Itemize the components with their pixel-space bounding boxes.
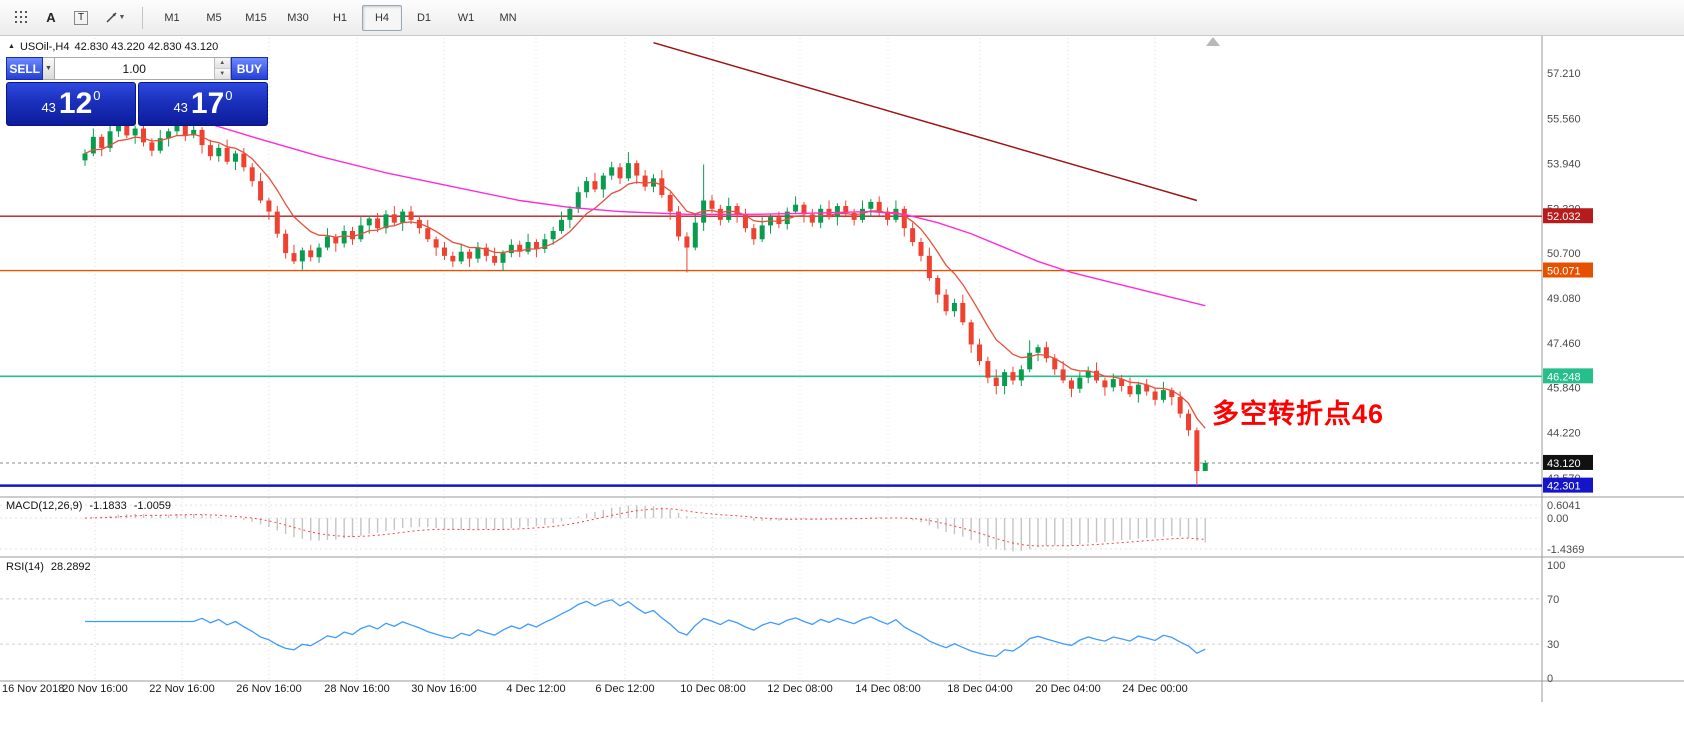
tf-button-d1[interactable]: D1 [416,11,432,24]
volume-up-button[interactable]: ▲ [214,58,230,68]
tf-button-m30[interactable]: M30 [287,11,309,24]
grid-layer [94,38,1156,681]
ohlc-values: 42.830 43.220 42.830 43.120 [74,41,219,53]
svg-text:49.080: 49.080 [1547,293,1581,305]
svg-text:16 Nov 2018: 16 Nov 2018 [2,683,64,695]
rsi-indicator-label: RSI(14) 28.2892 [6,561,91,573]
buy-price-prefix: 43 [173,99,188,115]
trendline[interactable] [653,41,1198,202]
timeframe-group: M1 M5 M15 M30 H1 H4 D1 W1 MN [151,4,529,31]
sell-price-tile[interactable]: 43 12 0 [6,82,136,126]
volume-input[interactable] [54,58,214,79]
shapes-dropdown-button[interactable]: ▼ [97,5,133,31]
svg-text:20 Nov 16:00: 20 Nov 16:00 [62,683,127,695]
sell-price-prefix: 43 [41,99,56,115]
tf-button-h4[interactable]: H4 [362,4,402,31]
svg-text:14 Dec 08:00: 14 Dec 08:00 [855,683,920,695]
svg-text:44.220: 44.220 [1547,427,1581,439]
svg-text:6 Dec 12:00: 6 Dec 12:00 [595,683,654,695]
macd-indicator-label: MACD(12,26,9) -1.1833 -1.0059 [6,500,171,512]
svg-text:10 Dec 08:00: 10 Dec 08:00 [680,683,745,695]
volume-field-wrap: ▲ ▼ [54,57,231,80]
svg-text:47.460: 47.460 [1547,338,1581,350]
tf-button-h1[interactable]: H1 [332,11,348,24]
grid-dots-glyph [14,11,27,23]
macd-name: MACD(12,26,9) [6,500,83,512]
tf-button-m1[interactable]: M1 [164,11,180,24]
svg-text:22 Nov 16:00: 22 Nov 16:00 [149,683,214,695]
svg-text:4 Dec 12:00: 4 Dec 12:00 [506,683,565,695]
chevron-down-icon: ▼ [118,14,126,21]
rsi-pane: 100 70 30 0 [0,560,1565,685]
svg-text:0.6041: 0.6041 [1547,500,1581,512]
toolbar-separator [142,6,143,29]
svg-text:-1.4369: -1.4369 [1547,544,1584,556]
fast-ma-line[interactable] [84,133,1206,429]
text-tool-button[interactable]: T [67,5,95,31]
letter-a-icon: A [46,10,56,25]
rsi-value: 28.2892 [50,561,91,573]
buy-price-sup: 0 [225,88,233,103]
macd-signal-value: -1.0059 [133,500,172,512]
svg-text:28 Nov 16:00: 28 Nov 16:00 [324,683,389,695]
svg-text:50.071: 50.071 [1547,266,1581,278]
buy-button[interactable]: BUY [230,57,269,80]
tf-button-m15[interactable]: M15 [245,11,267,24]
volume-down-button[interactable]: ▼ [214,68,230,79]
arrow-tool-icon [106,12,117,23]
symbol-period-label: USOil-,H4 [19,41,70,53]
trade-controls-row: SELL ▼ ▲ ▼ BUY [6,57,269,80]
chart-ohlc-header: ▲ USOil-,H4 42.830 43.220 42.830 43.120 [8,41,218,53]
svg-text:0.00: 0.00 [1547,513,1568,525]
svg-text:20 Dec 04:00: 20 Dec 04:00 [1035,683,1100,695]
tf-button-w1[interactable]: W1 [457,11,475,24]
svg-text:30 Nov 16:00: 30 Nov 16:00 [411,683,476,695]
svg-text:43.120: 43.120 [1547,458,1581,470]
sell-price-sup: 0 [93,88,101,103]
svg-text:100: 100 [1547,560,1565,572]
svg-text:52.032: 52.032 [1547,211,1581,223]
svg-text:57.210: 57.210 [1547,68,1581,80]
svg-text:30: 30 [1547,639,1559,651]
buy-price-tile[interactable]: 43 17 0 [138,82,268,126]
boxed-t-icon: T [73,10,89,25]
svg-text:0: 0 [1547,673,1553,685]
collapse-triangle-icon[interactable]: ▲ [8,42,15,50]
svg-text:42.301: 42.301 [1547,481,1581,493]
svg-text:24 Dec 00:00: 24 Dec 00:00 [1122,683,1187,695]
svg-text:18 Dec 04:00: 18 Dec 04:00 [947,683,1012,695]
top-toolbar: A T ▼ M1 M5 M15 M30 H1 H4 D1 W1 MN [0,0,1684,36]
one-click-trading-panel: SELL ▼ ▲ ▼ BUY 43 12 0 43 17 0 [6,57,269,126]
tf-button-mn[interactable]: MN [499,11,517,24]
slow-ma-line[interactable] [201,120,1206,307]
hlines-layer[interactable] [0,215,1542,487]
chart-shift-marker[interactable] [1206,37,1220,46]
sell-button[interactable]: SELL [6,57,44,80]
price-tiles-row: 43 12 0 43 17 0 [6,82,268,126]
svg-text:55.560: 55.560 [1547,114,1581,126]
chart-canvas[interactable]: 57.21055.56053.94052.32050.70049.08047.4… [0,36,1684,752]
tf-button-m5[interactable]: M5 [206,11,222,24]
svg-text:45.840: 45.840 [1547,383,1581,395]
svg-text:53.940: 53.940 [1547,158,1581,170]
order-type-dropdown[interactable]: ▼ [43,57,55,80]
buy-price-big: 17 [190,87,225,120]
macd-main-value: -1.1833 [89,500,127,512]
svg-text:70: 70 [1547,594,1559,606]
volume-spinners: ▲ ▼ [213,58,230,79]
pane-frame-layer [0,36,1684,702]
svg-text:26 Nov 16:00: 26 Nov 16:00 [236,683,301,695]
text-label-tool-button[interactable]: A [37,5,65,31]
grid-dots-icon[interactable] [7,5,35,31]
svg-text:12 Dec 08:00: 12 Dec 08:00 [767,683,832,695]
rsi-name: RSI(14) [6,561,44,573]
candles-layer [82,117,1208,486]
price-scale: 57.21055.56053.94052.32050.70049.08047.4… [1543,68,1593,493]
sell-price-big: 12 [58,87,93,120]
chart-text-annotation[interactable]: 多空转折点46 [1212,399,1385,429]
svg-text:46.248: 46.248 [1547,371,1581,383]
svg-text:50.700: 50.700 [1547,248,1581,260]
